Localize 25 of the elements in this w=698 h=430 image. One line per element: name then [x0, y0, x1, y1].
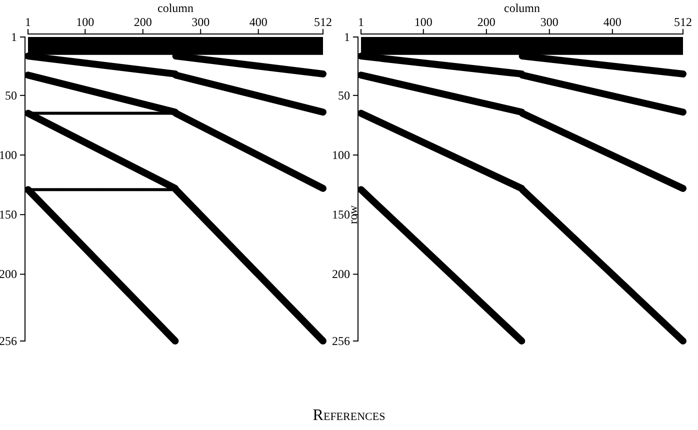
x-tick-label: 300	[192, 15, 210, 29]
x-tick-label: 300	[540, 15, 558, 29]
y-tick-label: 100	[332, 148, 350, 162]
y-tick-label: 1	[344, 30, 350, 44]
x-tick-label: 400	[603, 15, 622, 29]
x-axis-title: column	[158, 1, 194, 15]
y-tick-label: 150	[332, 207, 350, 222]
y-tick-label: 50	[5, 88, 17, 102]
y-tick-label: 150	[0, 207, 17, 222]
x-axis-title: column	[504, 1, 540, 15]
x-tick-label: 200	[477, 15, 496, 29]
x-tick-label: 400	[249, 15, 268, 29]
y-tick-label: 100	[0, 148, 17, 162]
y-tick-label: 50	[338, 88, 350, 102]
y-tick-label: 256	[332, 334, 350, 348]
x-tick-label: 100	[76, 15, 94, 29]
x-tick-label: 100	[414, 15, 432, 29]
text: References	[312, 407, 386, 424]
x-tick-label: 1	[25, 15, 31, 29]
x-tick-label: 512	[674, 15, 692, 29]
x-tick-label: 512	[314, 15, 332, 29]
y-tick-label: 200	[332, 267, 350, 282]
x-tick-label: 200	[134, 15, 152, 29]
y-tick-label: 1	[11, 30, 17, 44]
x-tick-label: 1	[358, 15, 364, 29]
